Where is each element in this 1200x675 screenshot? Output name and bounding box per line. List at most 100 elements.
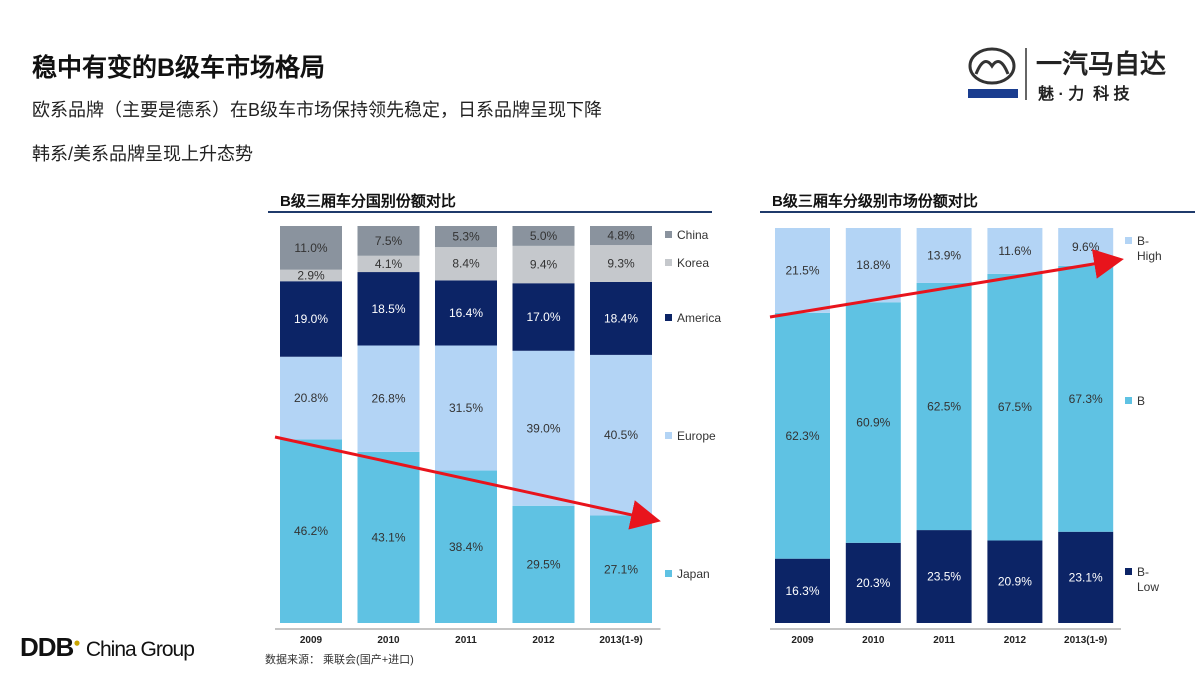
bar-korea-2013(1-9) — [590, 245, 652, 282]
data-label: 67.3% — [1069, 392, 1103, 406]
bar-america-2012 — [512, 283, 575, 351]
mazda-logo: 一汽马自达 魅 · 力 科 技 — [966, 44, 1186, 104]
bar-b-low-2009 — [775, 558, 830, 623]
bar-europe-2012 — [512, 350, 575, 506]
data-label: 26.8% — [371, 392, 405, 406]
subtitle-2: 韩系/美系品牌呈现上升态势 — [32, 144, 253, 164]
data-label: 31.5% — [449, 401, 483, 415]
data-label: 19.0% — [294, 312, 328, 326]
data-label: 9.3% — [607, 256, 635, 270]
data-label: 20.9% — [998, 575, 1032, 589]
bar-korea-2011 — [435, 247, 497, 281]
data-label: 23.1% — [1069, 570, 1103, 584]
bar-japan-2011 — [435, 470, 497, 623]
bar-b-2012 — [987, 273, 1043, 541]
bar-america-2013(1-9) — [590, 281, 652, 355]
subtitle-1: 欧系品牌（主要是德系）在B级车市场保持领先稳定，日系品牌呈现下降 — [32, 100, 603, 120]
bar-america-2011 — [435, 280, 497, 346]
bar-b-high-2010 — [845, 228, 901, 303]
bar-china-2010 — [357, 226, 420, 256]
x-tick-label: 2009 — [791, 635, 814, 646]
bar-korea-2009 — [280, 269, 342, 282]
legend-swatch-europe — [665, 432, 672, 439]
legend-label: Low — [1137, 580, 1159, 594]
legend-swatch-b — [1125, 397, 1132, 404]
legend-swatch-b-high — [1125, 237, 1132, 244]
data-label: 13.9% — [927, 248, 961, 262]
data-label: 67.5% — [998, 400, 1032, 414]
data-label: 62.3% — [785, 429, 819, 443]
data-label: 62.5% — [927, 400, 961, 414]
bar-b-low-2012 — [987, 540, 1043, 623]
ddb-logo: DDB● China Group — [20, 632, 195, 662]
x-tick-label: 2011 — [933, 635, 955, 646]
data-label: 43.1% — [371, 530, 405, 544]
data-label: 17.0% — [526, 310, 560, 324]
logo-slogan: 魅 · 力 科 技 — [1038, 86, 1130, 103]
data-label: 11.0% — [294, 241, 327, 255]
chart2-title: B级三厢车分级别市场份额对比 — [772, 193, 978, 210]
legend-swatch-korea — [665, 259, 672, 266]
data-label: 39.0% — [526, 421, 560, 435]
bar-china-2009 — [280, 226, 342, 270]
x-tick-label: 2009 — [300, 635, 323, 646]
x-tick-label: 2013(1-9) — [1064, 635, 1107, 646]
bar-b-2013(1-9) — [1058, 265, 1114, 532]
data-label: 60.9% — [856, 416, 890, 430]
data-label: 38.4% — [449, 540, 483, 554]
legend-swatch-japan — [665, 570, 672, 577]
legend-swatch-b-low — [1125, 568, 1132, 575]
data-label: 16.3% — [785, 584, 819, 598]
data-label: 20.8% — [294, 391, 328, 405]
bar-b-low-2013(1-9) — [1058, 531, 1114, 623]
mazda-emblem-icon — [968, 47, 1027, 100]
trend-arrow-up — [769, 249, 1124, 319]
legend-label: B- — [1137, 234, 1149, 248]
bar-japan-2010 — [357, 451, 420, 623]
data-label: 29.5% — [526, 557, 560, 571]
bar-japan-2009 — [280, 439, 342, 623]
ddb-logo-text: DDB — [20, 632, 74, 662]
data-label: 18.5% — [371, 302, 405, 316]
bar-america-2010 — [357, 272, 420, 346]
legend-swatch-america — [665, 314, 672, 321]
data-label: 18.8% — [856, 258, 890, 272]
bar-b-low-2010 — [845, 542, 901, 623]
bar-b-low-2011 — [916, 530, 972, 623]
legend-label: Japan — [677, 567, 710, 581]
page-title: 稳中有变的B级车市场格局 — [32, 54, 326, 82]
logo-cn-name: 一汽马自达 — [1036, 49, 1167, 79]
data-source: 数据来源： 乘联会(国产+进口) — [265, 654, 414, 666]
data-label: 5.3% — [452, 230, 480, 244]
chart1-title: B级三厢车分国别份额对比 — [280, 193, 456, 210]
data-label: 7.5% — [375, 234, 403, 248]
ddb-logo-sub: China Group — [85, 638, 195, 661]
x-tick-label: 2010 — [377, 635, 400, 646]
data-label: 11.6% — [998, 244, 1031, 258]
data-label: 9.6% — [1072, 240, 1100, 254]
data-label: 9.4% — [530, 258, 558, 272]
data-label: 8.4% — [452, 257, 480, 271]
data-label: 21.5% — [785, 263, 819, 277]
trend-arrow-down — [274, 435, 661, 530]
data-label: 5.0% — [530, 229, 558, 243]
legend-label: Europe — [677, 429, 716, 443]
bar-korea-2010 — [357, 255, 420, 273]
bar-america-2009 — [280, 281, 342, 357]
legend-label: Korea — [677, 256, 709, 270]
legend-swatch-china — [665, 231, 672, 238]
data-label: 40.5% — [604, 428, 638, 442]
bar-europe-2009 — [280, 356, 342, 440]
x-tick-label: 2011 — [455, 635, 477, 646]
legend-label: High — [1137, 249, 1162, 263]
bar-b-2011 — [916, 282, 972, 531]
legend-label: China — [677, 228, 709, 242]
data-label: 16.4% — [449, 306, 483, 320]
x-tick-label: 2012 — [532, 635, 555, 646]
bar-europe-2011 — [435, 345, 497, 471]
data-label: 2.9% — [297, 268, 325, 282]
bar-europe-2010 — [357, 345, 420, 452]
x-tick-label: 2010 — [862, 635, 885, 646]
data-label: 4.1% — [375, 257, 403, 271]
